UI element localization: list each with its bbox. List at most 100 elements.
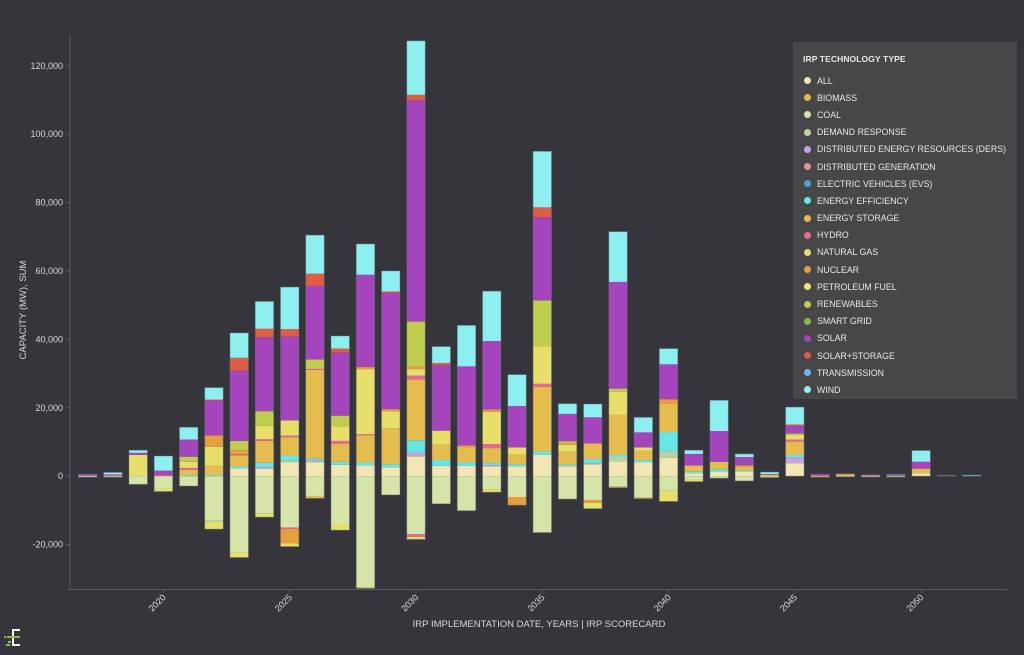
bar-segment-energy-storage[interactable] (608, 414, 628, 455)
bar-segment-energy-storage[interactable] (709, 461, 729, 470)
bar-segment-energy-storage[interactable] (810, 476, 830, 478)
bar-segment-coal[interactable] (457, 476, 476, 511)
bar-segment-energy-storage[interactable] (381, 428, 401, 465)
legend-item-biomass[interactable]: BIOMASS (803, 89, 1007, 106)
bar-stack-2026[interactable] (305, 234, 325, 499)
bar-segment-wind[interactable] (558, 403, 577, 414)
bar-segment-energy-storage[interactable] (760, 474, 779, 477)
bar-segment-energy-efficiency[interactable] (507, 464, 527, 467)
bar-segment-wind[interactable] (356, 243, 375, 275)
bar-segment-nuclear[interactable] (507, 497, 527, 506)
bar-segment-wind[interactable] (507, 374, 527, 407)
bar-segment-coal[interactable] (128, 476, 148, 485)
bar-stack-2031[interactable] (431, 346, 451, 505)
bar-segment-energy-efficiency[interactable] (608, 454, 628, 457)
bar-stack-2017[interactable] (78, 473, 98, 478)
bar-segment-coal[interactable] (204, 476, 224, 521)
bar-stack-2034[interactable] (507, 374, 527, 506)
bar-segment-coal[interactable] (103, 476, 123, 478)
bar-segment-energy-storage[interactable] (482, 448, 502, 464)
bar-segment-all[interactable] (280, 462, 299, 477)
legend-item-solar[interactable]: SOLAR (803, 330, 1007, 347)
bar-segment-solar-storage[interactable] (330, 348, 350, 353)
bar-segment-wind[interactable] (533, 151, 552, 208)
bar-segment-all[interactable] (255, 468, 274, 477)
bar-stack-2050[interactable] (911, 450, 931, 477)
bar-segment-natural-gas[interactable] (280, 420, 299, 436)
bar-segment-solar[interactable] (154, 470, 173, 476)
bar-segment-energy-storage[interactable] (204, 465, 224, 476)
bar-segment-natural-gas[interactable] (406, 537, 426, 540)
bar-segment-solar-storage[interactable] (381, 291, 401, 293)
bar-segment-energy-efficiency[interactable] (204, 475, 224, 477)
bar-segment-natural-gas[interactable] (684, 479, 704, 482)
bar-segment-wind[interactable] (179, 427, 198, 440)
bar-segment-energy-efficiency[interactable] (684, 471, 704, 474)
bar-segment-solar[interactable] (179, 439, 198, 457)
bar-segment-ders[interactable] (406, 452, 426, 456)
bar-segment-energy-storage[interactable] (861, 475, 880, 477)
bar-segment-natural-gas[interactable] (128, 454, 148, 477)
bar-segment-solar[interactable] (659, 364, 678, 400)
bar-segment-renewables[interactable] (533, 300, 552, 347)
bar-segment-ders[interactable] (305, 460, 325, 463)
bar-segment-all[interactable] (709, 472, 729, 477)
bar-segment-coal[interactable] (255, 476, 274, 514)
bar-segment-nuclear[interactable] (356, 367, 375, 370)
bar-segment-nuclear[interactable] (634, 497, 653, 499)
bar-segment-coal[interactable] (709, 476, 729, 479)
bar-segment-solar[interactable] (457, 366, 476, 446)
bar-segment-energy-efficiency[interactable] (356, 462, 375, 466)
bar-segment-coal[interactable] (78, 476, 97, 478)
legend-item-solar-storage[interactable]: SOLAR+STORAGE (803, 347, 1007, 364)
bar-segment-solar-storage[interactable] (432, 362, 451, 366)
bar-segment-all[interactable] (432, 465, 451, 477)
bar-segment-natural-gas[interactable] (255, 513, 274, 518)
bar-segment-energy-efficiency[interactable] (558, 464, 577, 467)
bar-segment-solar[interactable] (937, 475, 956, 477)
bar-segment-all[interactable] (684, 473, 704, 477)
bar-segment-natural-gas[interactable] (305, 367, 325, 369)
bar-segment-solar[interactable] (684, 453, 704, 466)
legend-item-nuclear[interactable]: NUCLEAR (803, 261, 1007, 278)
bar-segment-natural-gas[interactable] (558, 444, 577, 452)
bar-segment-all[interactable] (406, 456, 426, 477)
bar-segment-solar[interactable] (785, 425, 805, 434)
bar-segment-energy-storage[interactable] (911, 468, 931, 474)
bar-segment-energy-efficiency[interactable] (962, 475, 981, 477)
bar-segment-energy-storage[interactable] (836, 474, 855, 477)
bar-segment-wind[interactable] (204, 387, 224, 400)
bar-segment-wind[interactable] (128, 450, 148, 453)
bar-segment-wind[interactable] (381, 270, 401, 292)
bar-segment-natural-gas[interactable] (280, 543, 299, 547)
bar-segment-nuclear[interactable] (280, 528, 299, 544)
bar-segment-wind[interactable] (457, 325, 476, 367)
bar-stack-2027[interactable] (330, 335, 350, 531)
bar-segment-natural-gas[interactable] (634, 447, 653, 451)
bar-segment-nuclear[interactable] (406, 366, 426, 370)
bar-segment-energy-efficiency[interactable] (280, 455, 299, 461)
bar-segment-energy-efficiency[interactable] (406, 440, 426, 453)
bar-stack-2018[interactable] (103, 471, 123, 478)
bar-stack-2022[interactable] (204, 387, 224, 530)
bar-segment-all[interactable] (482, 466, 502, 477)
bar-segment-hydro[interactable] (154, 475, 173, 477)
bar-segment-coal[interactable] (482, 476, 502, 490)
bar-segment-wind[interactable] (330, 335, 350, 349)
bar-stack-2037[interactable] (583, 403, 603, 510)
bar-segment-solar[interactable] (255, 337, 274, 412)
bar-segment-hydro[interactable] (280, 527, 299, 529)
bar-segment-nuclear[interactable] (608, 486, 628, 488)
bar-segment-all[interactable] (305, 462, 325, 477)
bar-segment-nuclear[interactable] (229, 450, 249, 455)
bar-segment-natural-gas[interactable] (659, 490, 678, 502)
bar-stack-2039[interactable] (633, 416, 653, 500)
bar-segment-wind[interactable] (154, 455, 173, 471)
bar-segment-coal[interactable] (406, 476, 426, 535)
bar-segment-wind[interactable] (255, 301, 274, 329)
bar-segment-solar[interactable] (103, 474, 123, 476)
bar-segment-coal[interactable] (558, 476, 577, 500)
bar-segment-renewables[interactable] (179, 456, 198, 462)
bar-segment-coal[interactable] (432, 476, 451, 504)
bar-segment-energy-efficiency[interactable] (457, 462, 476, 466)
